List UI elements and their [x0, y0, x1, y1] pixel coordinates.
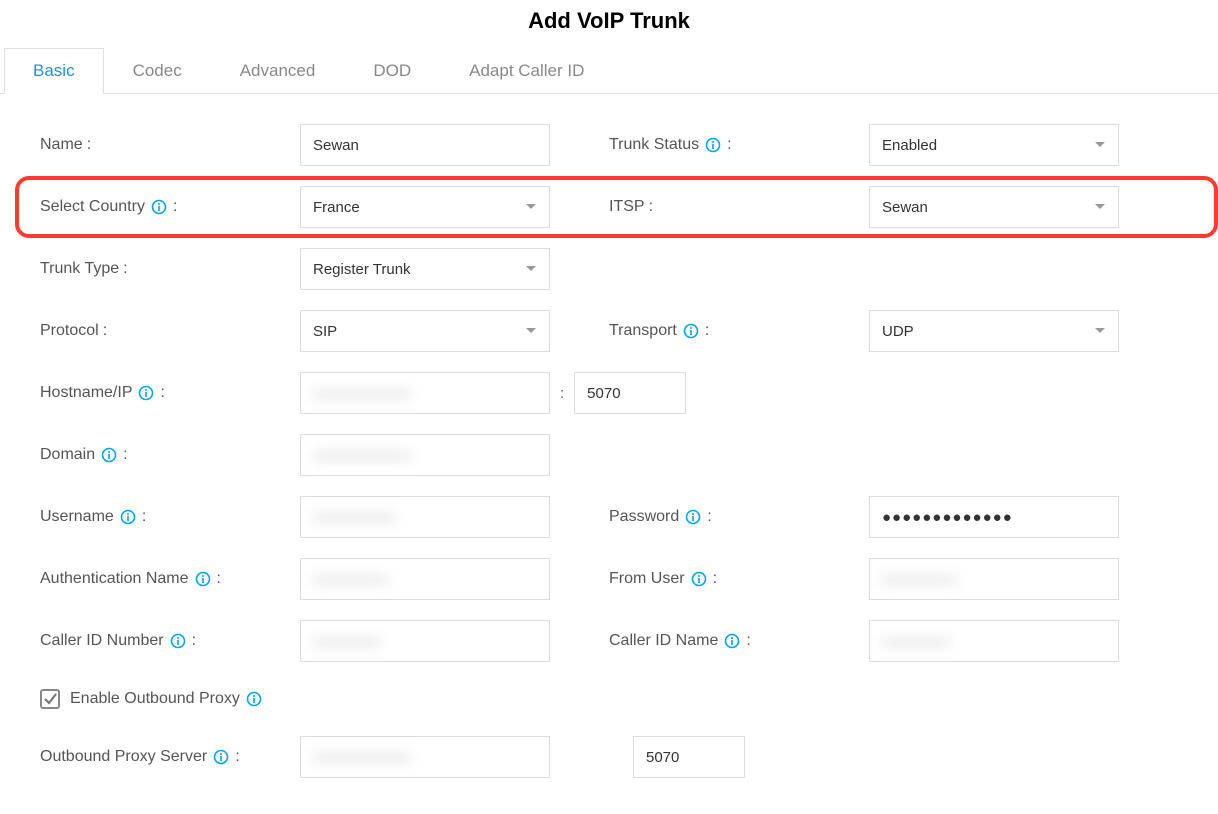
page-title: Add VoIP Trunk [0, 0, 1218, 48]
label-select-country: Select Country : [40, 198, 300, 216]
outbound-proxy-server-input[interactable]: xxxxxxxxxxxxx [300, 736, 550, 778]
info-icon[interactable] [151, 199, 167, 215]
label-caller-id-number: Caller ID Number : [40, 632, 300, 650]
tab-advanced[interactable]: Advanced [211, 48, 345, 94]
highlighted-row: Select Country : France ITSP: Sewan [40, 176, 1178, 238]
chevron-down-icon [525, 263, 537, 275]
username-input[interactable]: xxxxxxxxxxx [300, 496, 550, 538]
label-auth-name: Authentication Name : [40, 570, 300, 588]
label-transport: Transport : [609, 322, 869, 340]
info-icon[interactable] [705, 137, 721, 153]
select-country-select[interactable]: France [300, 186, 550, 228]
tab-basic[interactable]: Basic [4, 48, 104, 94]
tab-codec[interactable]: Codec [104, 48, 211, 94]
enable-outbound-proxy-checkbox[interactable] [40, 689, 60, 709]
label-enable-outbound-proxy: Enable Outbound Proxy [70, 690, 240, 708]
label-trunk-status: Trunk Status : [609, 136, 869, 154]
chevron-down-icon [525, 325, 537, 337]
caller-id-number-input[interactable]: xxxxxxxxx [300, 620, 550, 662]
label-domain: Domain : [40, 446, 300, 464]
info-icon[interactable] [683, 323, 699, 339]
label-from-user: From User : [609, 570, 869, 588]
itsp-select[interactable]: Sewan [869, 186, 1119, 228]
info-icon[interactable] [213, 749, 229, 765]
domain-input[interactable]: xxxxxxxxxxxxx [300, 434, 550, 476]
label-password: Password : [609, 508, 869, 526]
info-icon[interactable] [195, 571, 211, 587]
from-user-input[interactable]: xxxxxxxxxx [869, 558, 1119, 600]
label-hostname-ip: Hostname/IP : [40, 384, 300, 402]
info-icon[interactable] [170, 633, 186, 649]
label-trunk-type: Trunk Type: [40, 260, 300, 278]
name-input[interactable]: Sewan [300, 124, 550, 166]
port-separator: : [550, 385, 574, 402]
outbound-proxy-port-input[interactable]: 5070 [633, 736, 745, 778]
chevron-down-icon [1094, 139, 1106, 151]
transport-select[interactable]: UDP [869, 310, 1119, 352]
hostname-ip-input[interactable]: xxxxxxxxxxxxx [300, 372, 550, 414]
info-icon[interactable] [724, 633, 740, 649]
label-caller-id-name: Caller ID Name : [609, 632, 869, 650]
chevron-down-icon [525, 201, 537, 213]
label-outbound-proxy-server: Outbound Proxy Server : [40, 748, 300, 766]
caller-id-name-input[interactable]: xxxxxxxxx [869, 620, 1119, 662]
label-name: Name: [40, 136, 300, 154]
info-icon[interactable] [120, 509, 136, 525]
chevron-down-icon [1094, 325, 1106, 337]
hostname-port-input[interactable]: 5070 [574, 372, 686, 414]
protocol-select[interactable]: SIP [300, 310, 550, 352]
form-body: Name: Sewan Trunk Status : Enabled [0, 94, 1218, 798]
auth-name-input[interactable]: xxxxxxxxxx [300, 558, 550, 600]
chevron-down-icon [1094, 201, 1106, 213]
info-icon[interactable] [246, 691, 262, 707]
info-icon[interactable] [101, 447, 117, 463]
tab-adapt-caller-id[interactable]: Adapt Caller ID [440, 48, 613, 94]
label-itsp: ITSP: [609, 198, 869, 216]
trunk-type-select[interactable]: Register Trunk [300, 248, 550, 290]
label-protocol: Protocol: [40, 322, 300, 340]
trunk-status-select[interactable]: Enabled [869, 124, 1119, 166]
tabs: Basic Codec Advanced DOD Adapt Caller ID [0, 48, 1218, 94]
info-icon[interactable] [691, 571, 707, 587]
info-icon[interactable] [685, 509, 701, 525]
info-icon[interactable] [138, 385, 154, 401]
label-username: Username : [40, 508, 300, 526]
password-input[interactable]: ●●●●●●●●●●●●● [869, 496, 1119, 538]
tab-dod[interactable]: DOD [344, 48, 440, 94]
